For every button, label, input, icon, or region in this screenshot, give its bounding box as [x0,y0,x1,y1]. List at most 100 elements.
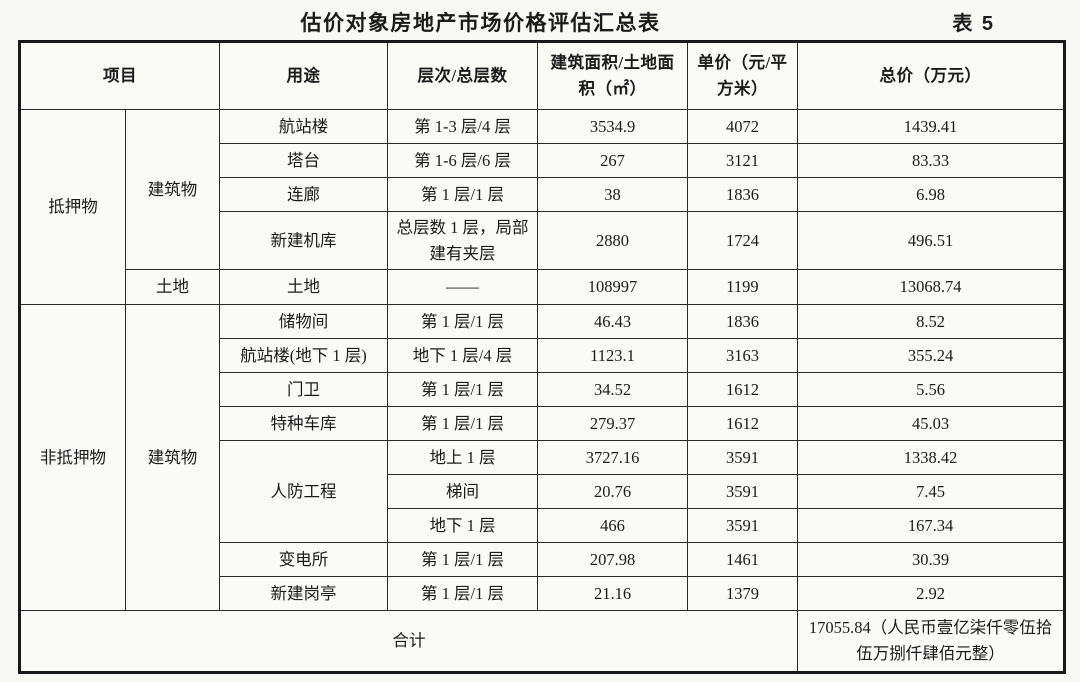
cell-floors: 第 1-6 层/6 层 [387,143,538,178]
cell-area: 21.16 [537,576,688,611]
title-bar: 估价对象房地产市场价格评估汇总表 表 5 [18,4,1063,36]
cell-floors: 第 1-3 层/4 层 [387,109,538,144]
cell-area: 267 [537,143,688,178]
cell-total-price: 83.33 [797,143,1065,178]
cell-area: 20.76 [537,474,688,509]
page-title: 估价对象房地产市场价格评估汇总表 [300,12,661,35]
header-use: 用途 [219,41,388,110]
table-number-label: 表 5 [952,13,995,35]
cell-category: 非抵押物 [19,304,126,611]
cell-floors: 地上 1 层 [387,440,538,475]
cell-unit-price: 3591 [687,508,798,543]
cell-use: 航站楼(地下 1 层) [219,338,388,373]
table-row: 变电所 第 1 层/1 层 207.98 1461 30.39 [20,542,1065,577]
cell-area: 3727.16 [537,440,688,475]
cell-total-price: 5.56 [797,372,1065,407]
cell-subcategory: 建筑物 [125,304,220,611]
cell-floors: 第 1 层/1 层 [387,576,538,611]
cell-unit-price: 3121 [687,143,798,178]
total-label: 合计 [19,610,798,673]
cell-total-price: 1338.42 [797,440,1065,475]
cell-category: 抵押物 [19,109,126,305]
cell-floors: 地下 1 层 [387,508,538,543]
header-row: 项目 用途 层次/总层数 建筑面积/土地面积（㎡） 单价（元/平方米） 总价（万… [19,41,1065,110]
cell-floors: 总层数 1 层，局部建有夹层 [387,211,538,270]
cell-area: 34.52 [537,372,688,407]
cell-total-price: 45.03 [797,406,1065,441]
table-row: 门卫 第 1 层/1 层 34.52 1612 5.56 [20,372,1065,407]
cell-unit-price: 1199 [687,269,798,305]
cell-use: 新建机库 [219,211,388,270]
header-total-price: 总价（万元） [797,41,1065,110]
table-row: 人防工程 地上 1 层 3727.16 3591 1338.42 [20,440,1065,543]
cell-floors: 地下 1 层/4 层 [387,338,538,373]
appraisal-summary-table: 项目 用途 层次/总层数 建筑面积/土地面积（㎡） 单价（元/平方米） 总价（万… [18,40,1066,674]
cell-unit-price: 3591 [687,474,798,509]
cell-use: 塔台 [219,143,388,178]
cell-floors: —— [387,269,538,305]
cell-use: 土地 [219,269,388,305]
table-row: 特种车库 第 1 层/1 层 279.37 1612 45.03 [20,406,1065,441]
table-row: 连廊 第 1 层/1 层 38 1836 6.98 [20,177,1065,212]
cell-floors: 第 1 层/1 层 [387,177,538,212]
header-area: 建筑面积/土地面积（㎡） [537,41,688,110]
cell-area: 108997 [537,269,688,305]
cell-total-price: 8.52 [797,304,1065,339]
cell-floors: 第 1 层/1 层 [387,372,538,407]
cell-floors: 第 1 层/1 层 [387,406,538,441]
header-item: 项目 [19,41,220,110]
cell-total-price: 496.51 [797,211,1065,270]
table-row: 土地 土地 —— 108997 1199 13068.74 [20,269,1065,305]
cell-floors: 第 1 层/1 层 [387,304,538,339]
cell-unit-price: 3591 [687,440,798,475]
table-row: 抵押物 建筑物 航站楼 第 1-3 层/4 层 3534.9 4072 1439… [19,109,1065,305]
cell-use: 特种车库 [219,406,388,441]
table-row: 航站楼(地下 1 层) 地下 1 层/4 层 1123.1 3163 355.2… [20,338,1065,373]
cell-subcategory: 土地 [125,269,220,305]
header-unit-price: 单价（元/平方米） [687,41,798,110]
cell-area: 38 [537,177,688,212]
cell-total-price: 1439.41 [797,109,1065,144]
cell-total-price: 30.39 [797,542,1065,577]
cell-use: 航站楼 [219,109,388,144]
cell-area: 2880 [537,211,688,270]
cell-total-price: 13068.74 [797,269,1065,305]
cell-unit-price: 1379 [687,576,798,611]
cell-unit-price: 1612 [687,406,798,441]
cell-total-price: 355.24 [797,338,1065,373]
cell-use: 变电所 [219,542,388,577]
cell-use: 连廊 [219,177,388,212]
cell-total-price: 167.34 [797,508,1065,543]
cell-use: 人防工程 [219,440,388,543]
cell-use: 储物间 [219,304,388,339]
header-floors: 层次/总层数 [387,41,538,110]
cell-floors: 梯间 [387,474,538,509]
cell-area: 46.43 [537,304,688,339]
cell-unit-price: 3163 [687,338,798,373]
cell-use: 新建岗亭 [219,576,388,611]
cell-subcategory: 建筑物 [125,109,220,270]
cell-total-price: 6.98 [797,177,1065,212]
cell-total-price: 7.45 [797,474,1065,509]
table-row: 塔台 第 1-6 层/6 层 267 3121 83.33 [20,143,1065,178]
total-value: 17055.84（人民币壹亿柒仟零伍拾伍万捌仟肆佰元整） [797,610,1065,673]
cell-total-price: 2.92 [797,576,1065,611]
cell-area: 3534.9 [537,109,688,144]
table-row: 地下 1 层 466 3591 167.34 [20,508,1065,543]
cell-area: 279.37 [537,406,688,441]
cell-unit-price: 4072 [687,109,798,144]
cell-area: 207.98 [537,542,688,577]
cell-area: 1123.1 [537,338,688,373]
cell-unit-price: 1612 [687,372,798,407]
cell-floors: 第 1 层/1 层 [387,542,538,577]
cell-unit-price: 1836 [687,304,798,339]
cell-unit-price: 1461 [687,542,798,577]
cell-unit-price: 1724 [687,211,798,270]
table-row: 新建岗亭 第 1 层/1 层 21.16 1379 2.92 [20,576,1065,611]
total-row: 合计 17055.84（人民币壹亿柒仟零伍拾伍万捌仟肆佰元整） [19,610,1065,673]
cell-use: 门卫 [219,372,388,407]
table-row: 非抵押物 建筑物 储物间 第 1 层/1 层 46.43 1836 8.52 [19,304,1065,611]
cell-area: 466 [537,508,688,543]
cell-unit-price: 1836 [687,177,798,212]
